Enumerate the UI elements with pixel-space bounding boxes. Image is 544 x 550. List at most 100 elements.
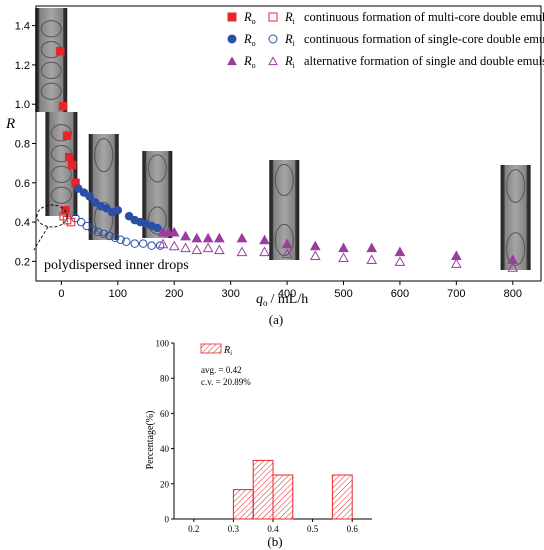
legend-subscript: i bbox=[293, 17, 296, 26]
ro-triangle-point bbox=[180, 230, 191, 241]
y-axis-label-b: Percentage(%) bbox=[145, 411, 156, 470]
chart-b-legend: Ri avg. = 0.42 c.v. = 20.89% bbox=[200, 343, 251, 387]
ri-circle-point bbox=[155, 241, 165, 250]
histogram-bar bbox=[272, 474, 294, 520]
y-tick-label-b: 0 bbox=[165, 515, 170, 525]
droplet-image-insets bbox=[35, 8, 531, 270]
x-tick-label-a: 600 bbox=[391, 288, 409, 300]
ro-circle-point bbox=[124, 211, 134, 221]
x-tick-label-a: 0 bbox=[58, 288, 64, 300]
ro-square-point bbox=[65, 153, 74, 162]
legend-description: alternative formation of single and doub… bbox=[304, 54, 544, 68]
ri-triangle-point bbox=[191, 244, 203, 255]
chart-a: 0 100 200 300 400 500 600 700 800 0.2 0.4 0.6 0.8 1.0… bbox=[5, 5, 544, 327]
x-tick-label-a: 300 bbox=[221, 288, 239, 300]
ri-circle-point bbox=[130, 239, 139, 248]
legend-symbol: R bbox=[284, 10, 293, 24]
ri-triangle-point bbox=[180, 242, 191, 253]
droplet-shape bbox=[50, 124, 72, 142]
ro-triangle-point bbox=[168, 226, 180, 237]
legend-symbol: R bbox=[284, 32, 293, 46]
legend-label-ro: Ro bbox=[243, 32, 256, 48]
ri-circle-point bbox=[93, 227, 103, 237]
ri-circle-point bbox=[105, 231, 114, 241]
ro-square-point bbox=[62, 131, 72, 140]
droplet-image-channel bbox=[92, 134, 115, 240]
ri-triangle-point bbox=[157, 238, 169, 249]
chart-a-data-points bbox=[56, 46, 519, 272]
ro-square-point bbox=[56, 46, 65, 56]
ro-triangle-point bbox=[309, 240, 321, 251]
ro-triangle-point bbox=[202, 232, 214, 243]
panel-label-a: (a) bbox=[269, 312, 283, 327]
ro-circle-point bbox=[113, 206, 123, 215]
ro-triangle-point bbox=[394, 246, 406, 257]
legend-subscript: o bbox=[252, 17, 256, 26]
ri-circle-point bbox=[99, 229, 108, 239]
droplet-shape bbox=[147, 154, 167, 183]
droplet-image-channel bbox=[39, 8, 64, 112]
ri-circle-point bbox=[147, 241, 156, 250]
ri-circle-point bbox=[82, 221, 92, 231]
legend-marker-ro-circle bbox=[227, 34, 237, 44]
legend-subscript: i bbox=[293, 39, 296, 48]
panel-label-b: (b) bbox=[267, 534, 282, 549]
ri-triangle-point bbox=[507, 262, 519, 272]
ri-triangle-point bbox=[259, 246, 270, 257]
legend-label-ri: Ri bbox=[284, 10, 296, 26]
legend-symbol: R bbox=[284, 54, 293, 68]
x-tick-label-b: 0.4 bbox=[267, 524, 279, 534]
ri-triangle-point bbox=[451, 258, 462, 268]
histogram-bar bbox=[252, 459, 274, 520]
droplet-shape bbox=[40, 20, 62, 38]
x-tick-label-b: 0.5 bbox=[307, 524, 319, 534]
droplet-shape bbox=[274, 223, 294, 257]
ro-circle-point bbox=[85, 192, 94, 201]
legend-subscript: o bbox=[252, 61, 256, 70]
legend-symbol: R bbox=[243, 54, 252, 68]
y-axis-label-a: R bbox=[5, 116, 15, 132]
legend-marker-ri-triangle bbox=[268, 56, 278, 66]
ri-circle-point bbox=[88, 225, 97, 235]
droplet-shape bbox=[50, 186, 72, 204]
legend-swatch-ri bbox=[200, 343, 222, 354]
polydispersed-callout: polydispersed inner drops bbox=[33, 204, 189, 273]
y-tick-label-a: 1.0 bbox=[15, 99, 30, 111]
x-tick-label-a: 100 bbox=[109, 288, 127, 300]
x-axis-label-a: qo / mL/h bbox=[256, 292, 308, 308]
droplet-image-5 bbox=[269, 160, 300, 260]
ro-circle-point bbox=[153, 223, 162, 233]
legend-subscript: i bbox=[293, 61, 296, 70]
droplet-image-3 bbox=[88, 134, 119, 240]
droplet-image-6 bbox=[500, 165, 531, 270]
droplet-shape bbox=[94, 201, 114, 236]
ro-square-point bbox=[58, 101, 68, 111]
annotation-text: polydispersed inner drops bbox=[44, 258, 189, 273]
legend-subscript: o bbox=[252, 39, 256, 48]
ri-triangle-point bbox=[366, 254, 378, 264]
ro-triangle-point bbox=[236, 232, 248, 243]
legend-label-ri: Ri bbox=[284, 32, 296, 48]
ri-circle-point bbox=[110, 233, 120, 243]
ro-triangle-point bbox=[191, 232, 203, 243]
y-tick-label-b: 100 bbox=[156, 339, 170, 349]
y-tick-label-a: 0.4 bbox=[15, 217, 30, 229]
legend-marker-ro-triangle bbox=[227, 56, 237, 66]
droplet-image-channel bbox=[146, 151, 169, 238]
legend-label-ro: Ro bbox=[243, 54, 256, 70]
legend-description: continuous formation of single-core doub… bbox=[304, 32, 544, 46]
ri-circle-point bbox=[71, 213, 80, 223]
x-tick-label-a: 200 bbox=[165, 288, 183, 300]
ri-triangle-point bbox=[214, 244, 225, 255]
callout-leader bbox=[33, 226, 49, 251]
y-tick-label-a: 1.4 bbox=[15, 21, 30, 33]
ri-circle-point bbox=[138, 239, 148, 248]
legend-marker-ro-square bbox=[227, 12, 237, 22]
y-tick-label-b: 80 bbox=[160, 374, 170, 384]
y-tick-label-a: 0.2 bbox=[15, 256, 30, 268]
ri-triangle-point bbox=[281, 248, 293, 259]
ri-circle-point bbox=[76, 217, 86, 227]
droplet-shape bbox=[506, 232, 526, 266]
stat-cv: c.v. = 20.89% bbox=[201, 377, 251, 387]
